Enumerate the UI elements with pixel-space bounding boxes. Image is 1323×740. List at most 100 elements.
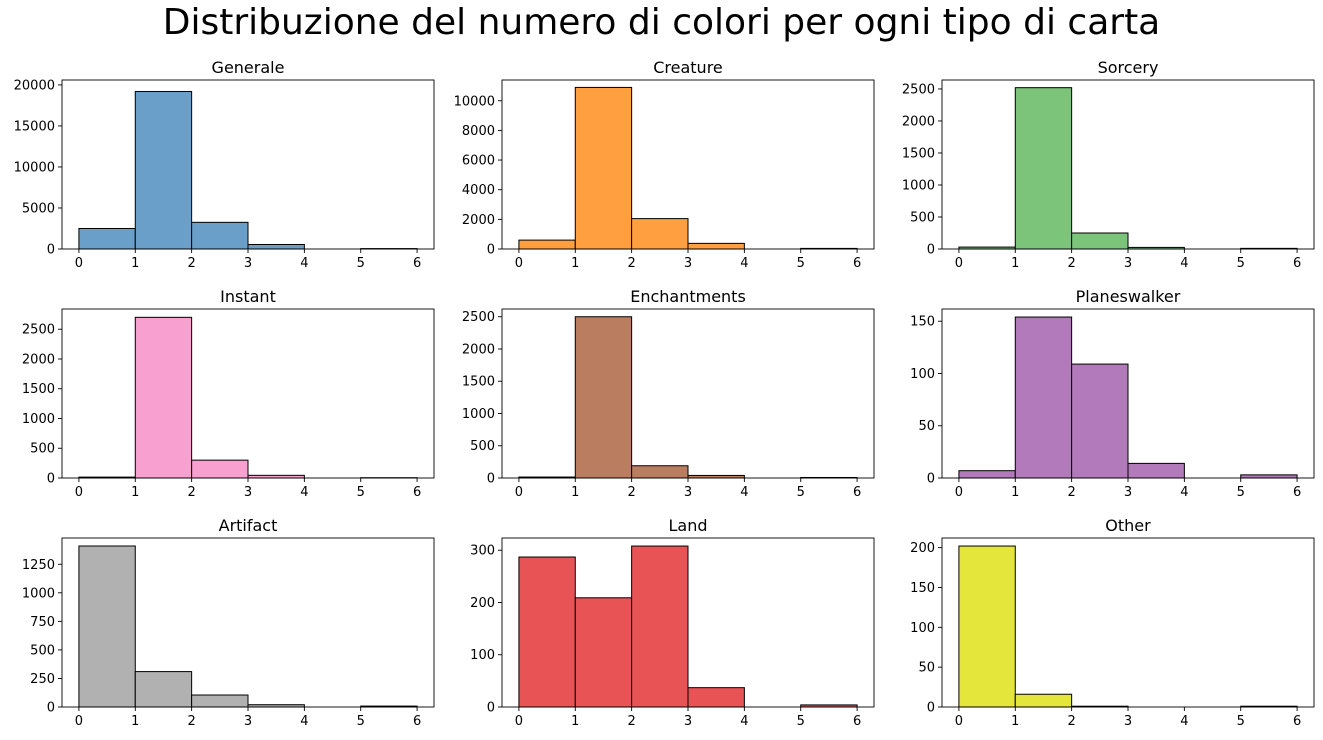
x-tick-label: 6 [853,256,861,271]
y-tick-label: 1000 [22,412,55,427]
bar [631,218,689,250]
x-tick-label: 6 [1293,714,1301,729]
x-tick-label: 2 [187,256,195,271]
y-tick-label: 300 [470,544,495,559]
bar [1014,693,1073,708]
x-tick-label: 2 [187,485,195,500]
y-tick-label: 100 [470,648,495,663]
bar [134,316,193,479]
y-tick-label: 0 [47,701,55,716]
y-tick-label: 2500 [22,323,55,338]
subplot-3: Sorcery 0 1 2 3 4 5 6 0 500 1000 1500 2000 2500 [902,58,1315,271]
y-tick-label: 1500 [22,382,55,397]
x-tick-label: 5 [797,256,805,271]
bar [574,86,633,250]
subplot-5: Enchantments 0 1 2 3 4 5 6 0 500 1000 1500 2000 2500 [462,287,875,500]
bar [1240,474,1298,479]
x-tick-label: 6 [413,485,421,500]
subplot-title: Sorcery [1098,58,1159,77]
x-tick-label: 2 [1067,485,1075,500]
y-tick-label: 5000 [22,201,55,216]
bar [631,545,689,708]
y-tick-label: 0 [927,243,935,258]
y-tick-label: 1000 [902,178,935,193]
x-tick-label: 2 [1067,256,1075,271]
x-tick-label: 6 [853,714,861,729]
x-tick-label: 2 [627,714,635,729]
y-tick-label: 1500 [462,375,495,390]
x-tick-label: 3 [1124,256,1132,271]
y-tick-label: 750 [30,615,55,630]
x-tick-label: 0 [75,485,83,500]
x-tick-label: 1 [131,714,139,729]
y-tick-label: 1500 [902,146,935,161]
y-tick-label: 0 [47,472,55,487]
y-tick-label: 0 [487,472,495,487]
x-tick-label: 0 [955,485,963,500]
x-tick-label: 5 [357,256,365,271]
bar [78,227,136,250]
subplot-8: Land 0 1 2 3 4 5 6 0 100 200 300 [470,516,875,729]
y-tick-label: 2000 [462,342,495,357]
x-tick-label: 5 [797,485,805,500]
subplot-title: Creature [653,58,723,77]
subplot-2: Creature 0 1 2 3 4 5 6 0 2000 4000 6000 8000 10000 [454,58,875,271]
subplot-title: Instant [220,287,276,306]
y-tick-label: 1250 [22,558,55,573]
subplot-title: Land [668,516,707,535]
bar [1127,462,1185,479]
figure-title: Distribuzione del numero di colori per o… [162,2,1161,43]
x-tick-label: 5 [357,714,365,729]
subplot-title: Other [1105,516,1151,535]
y-tick-label: 100 [910,367,935,382]
x-tick-label: 3 [684,714,692,729]
subplot-9: Other 0 1 2 3 4 5 6 0 50 100 150 200 [910,516,1315,729]
x-tick-label: 4 [1180,714,1188,729]
x-tick-label: 4 [1180,256,1188,271]
x-tick-label: 4 [740,714,748,729]
x-tick-label: 1 [571,714,579,729]
x-tick-label: 6 [853,485,861,500]
x-tick-label: 4 [1180,485,1188,500]
x-tick-label: 0 [75,714,83,729]
x-tick-label: 2 [627,485,635,500]
x-tick-label: 4 [740,485,748,500]
subplot-title: Generale [212,58,285,77]
axes-frame [61,308,435,479]
y-tick-label: 200 [470,596,495,611]
x-tick-label: 0 [955,714,963,729]
y-tick-label: 500 [910,210,935,225]
y-tick-label: 500 [470,439,495,454]
x-tick-label: 3 [244,714,252,729]
y-tick-label: 150 [910,315,935,330]
y-tick-label: 100 [910,621,935,636]
x-tick-label: 3 [684,485,692,500]
bar [574,316,633,479]
x-tick-label: 3 [244,485,252,500]
x-tick-label: 4 [300,256,308,271]
y-tick-label: 1000 [22,586,55,601]
y-tick-label: 20000 [14,78,55,93]
y-tick-label: 1000 [462,407,495,422]
y-tick-label: 50 [918,419,935,434]
y-tick-label: 50 [918,661,935,676]
x-tick-label: 5 [357,485,365,500]
bar [134,90,193,250]
x-tick-label: 4 [300,714,308,729]
x-tick-label: 6 [1293,485,1301,500]
bar [78,545,136,708]
y-tick-label: 2500 [462,310,495,325]
x-tick-label: 4 [740,256,748,271]
bar [1071,232,1129,250]
y-tick-label: 2000 [22,352,55,367]
axes-frame [941,79,1315,250]
bar [958,470,1016,479]
x-tick-label: 0 [515,256,523,271]
bar [687,242,745,250]
x-tick-label: 3 [1124,714,1132,729]
y-tick-label: 250 [30,672,55,687]
x-tick-label: 1 [131,485,139,500]
bar [1071,363,1129,479]
x-tick-label: 5 [1237,714,1245,729]
